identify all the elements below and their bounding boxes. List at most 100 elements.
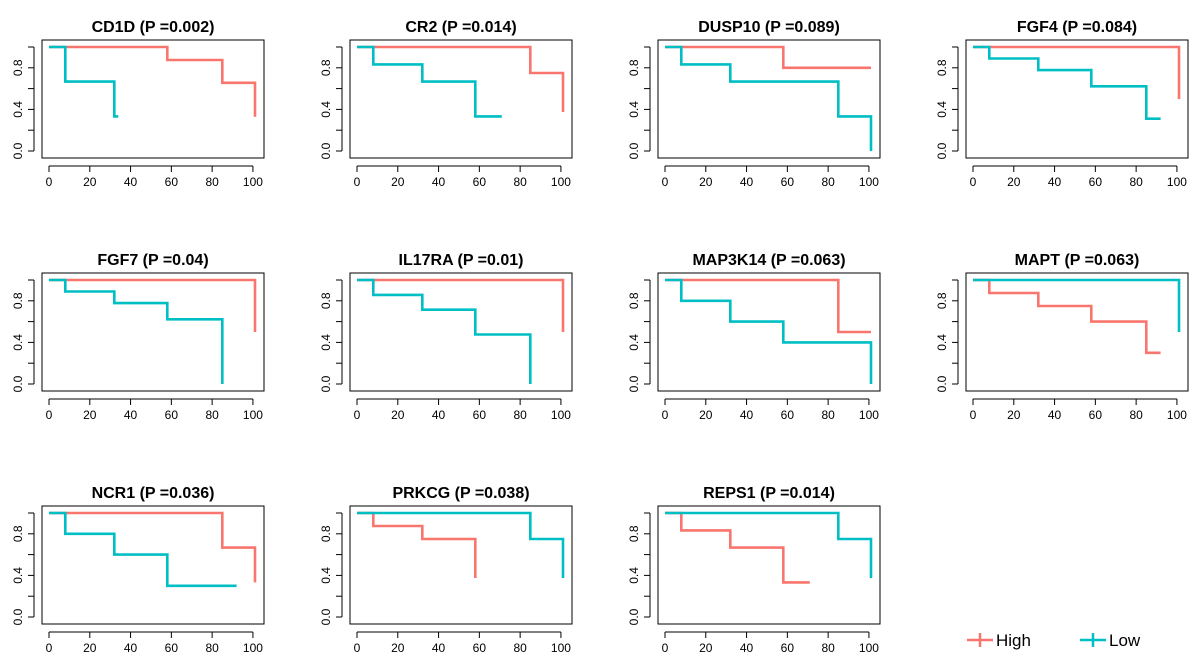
panel-reps1: REPS1 (P =0.014) 0 20 40 60 80 100 0.0 0.4 0.8 [627, 485, 881, 655]
y-tick-label: 0.8 [627, 525, 641, 542]
x-tick-label: 0 [970, 175, 977, 189]
y-tick-label: 0.8 [319, 59, 333, 76]
km-curve-high [357, 511, 477, 578]
panel-title: CD1D (P =0.002) [92, 19, 215, 36]
y-tick-label: 0.0 [935, 142, 949, 159]
x-tick-label: 20 [699, 641, 713, 655]
x-tick-label: 60 [165, 175, 179, 189]
y-tick-label: 0.4 [11, 334, 25, 351]
y-tick-label: 0.0 [627, 375, 641, 392]
y-tick-label: 0.4 [319, 567, 333, 584]
x-tick-label: 20 [1007, 408, 1021, 422]
x-tick-label: 40 [1048, 408, 1062, 422]
y-tick-label: 0.8 [11, 59, 25, 76]
plot-frame [349, 39, 573, 159]
y-tick-label: 0.4 [935, 101, 949, 118]
legend-low-label: Low [1109, 631, 1141, 650]
y-tick-label: 0.0 [627, 142, 641, 159]
km-curve-high [357, 45, 565, 112]
plot-frame [965, 39, 1189, 159]
x-tick-label: 40 [740, 641, 754, 655]
plot-frame [657, 272, 881, 392]
x-tick-label: 100 [1167, 408, 1187, 422]
y-tick-label: 0.0 [11, 142, 25, 159]
x-tick-label: 80 [205, 408, 219, 422]
plot-frame [965, 272, 1189, 392]
x-tick-label: 0 [354, 408, 361, 422]
x-tick-label: 0 [354, 175, 361, 189]
panel-ncr1: NCR1 (P =0.036) 0 20 40 60 80 100 0.0 0.4 0.8 [11, 485, 265, 655]
y-tick-label: 0.8 [627, 292, 641, 309]
x-tick-label: 40 [124, 641, 138, 655]
x-tick-label: 40 [124, 408, 138, 422]
x-tick-label: 0 [662, 175, 669, 189]
panel-il17ra: IL17RA (P =0.01) 0 20 40 60 80 100 0.0 0.4 0.8 [319, 252, 573, 422]
x-tick-label: 100 [243, 175, 263, 189]
panel-mapt: MAPT (P =0.063) 0 20 40 60 80 100 0.0 0.4 0.8 [935, 252, 1189, 422]
y-tick-label: 0.8 [935, 59, 949, 76]
panel-fgf7: FGF7 (P =0.04) 0 20 40 60 80 100 0.0 0.4 0.8 [11, 252, 265, 422]
x-tick-label: 40 [432, 641, 446, 655]
x-tick-label: 40 [1048, 175, 1062, 189]
y-tick-label: 0.4 [11, 567, 25, 584]
panel-title: FGF7 (P =0.04) [97, 252, 208, 269]
x-tick-label: 60 [473, 175, 487, 189]
km-curve-low [49, 45, 119, 118]
y-tick-label: 0.8 [935, 292, 949, 309]
x-tick-label: 80 [821, 175, 835, 189]
x-tick-label: 20 [391, 408, 405, 422]
panel-title: CR2 (P =0.014) [405, 19, 516, 36]
y-tick-label: 0.4 [935, 334, 949, 351]
km-curve-low [49, 511, 237, 588]
y-tick-label: 0.0 [319, 142, 333, 159]
x-tick-label: 80 [1129, 175, 1143, 189]
x-tick-label: 0 [662, 641, 669, 655]
y-tick-label: 0.0 [935, 375, 949, 392]
x-tick-label: 20 [1007, 175, 1021, 189]
panel-title: FGF4 (P =0.084) [1017, 19, 1137, 36]
panel-title: MAPT (P =0.063) [1015, 252, 1140, 269]
km-curve-high [49, 45, 257, 117]
km-curve-high [665, 511, 810, 584]
km-curve-high [357, 278, 565, 332]
km-curve-high [665, 45, 871, 70]
km-curve-high [973, 278, 1161, 355]
km-curve-low [973, 278, 1181, 332]
y-tick-label: 0.4 [319, 101, 333, 118]
x-tick-label: 0 [46, 175, 53, 189]
x-tick-label: 20 [83, 641, 97, 655]
x-tick-label: 0 [46, 408, 53, 422]
legend-high-label: High [996, 631, 1031, 650]
plot-frame [41, 272, 265, 392]
plot-frame [41, 39, 265, 159]
plot-frame [41, 505, 265, 625]
y-tick-label: 0.4 [627, 334, 641, 351]
x-tick-label: 100 [551, 175, 571, 189]
x-tick-label: 20 [699, 175, 713, 189]
x-tick-label: 20 [391, 641, 405, 655]
x-tick-label: 40 [124, 175, 138, 189]
x-tick-label: 80 [205, 175, 219, 189]
km-curve-high [49, 511, 257, 583]
y-tick-label: 0.4 [319, 334, 333, 351]
y-tick-label: 0.8 [319, 292, 333, 309]
x-tick-label: 20 [391, 175, 405, 189]
plot-frame [657, 39, 881, 159]
y-tick-label: 0.4 [627, 101, 641, 118]
y-tick-label: 0.8 [627, 59, 641, 76]
x-tick-label: 80 [821, 641, 835, 655]
x-tick-label: 20 [83, 408, 97, 422]
panel-cr2: CR2 (P =0.014) 0 20 40 60 80 100 0.0 0.4 0.8 [319, 19, 573, 189]
panel-dusp10: DUSP10 (P =0.089) 0 20 40 60 80 100 0.0 0.4 0.8 [627, 19, 881, 189]
x-tick-label: 80 [513, 175, 527, 189]
panel-title: IL17RA (P =0.01) [399, 252, 524, 269]
x-tick-label: 60 [781, 175, 795, 189]
plot-frame [349, 505, 573, 625]
x-tick-label: 80 [821, 408, 835, 422]
panel-fgf4: FGF4 (P =0.084) 0 20 40 60 80 100 0.0 0.4 0.8 [935, 19, 1189, 189]
x-tick-label: 40 [740, 408, 754, 422]
y-tick-label: 0.8 [11, 525, 25, 542]
panels-group: CD1D (P =0.002) 0 20 40 60 80 100 0.0 0.4 0.8 CR2 … [11, 19, 1189, 655]
km-curve-low [665, 278, 873, 384]
